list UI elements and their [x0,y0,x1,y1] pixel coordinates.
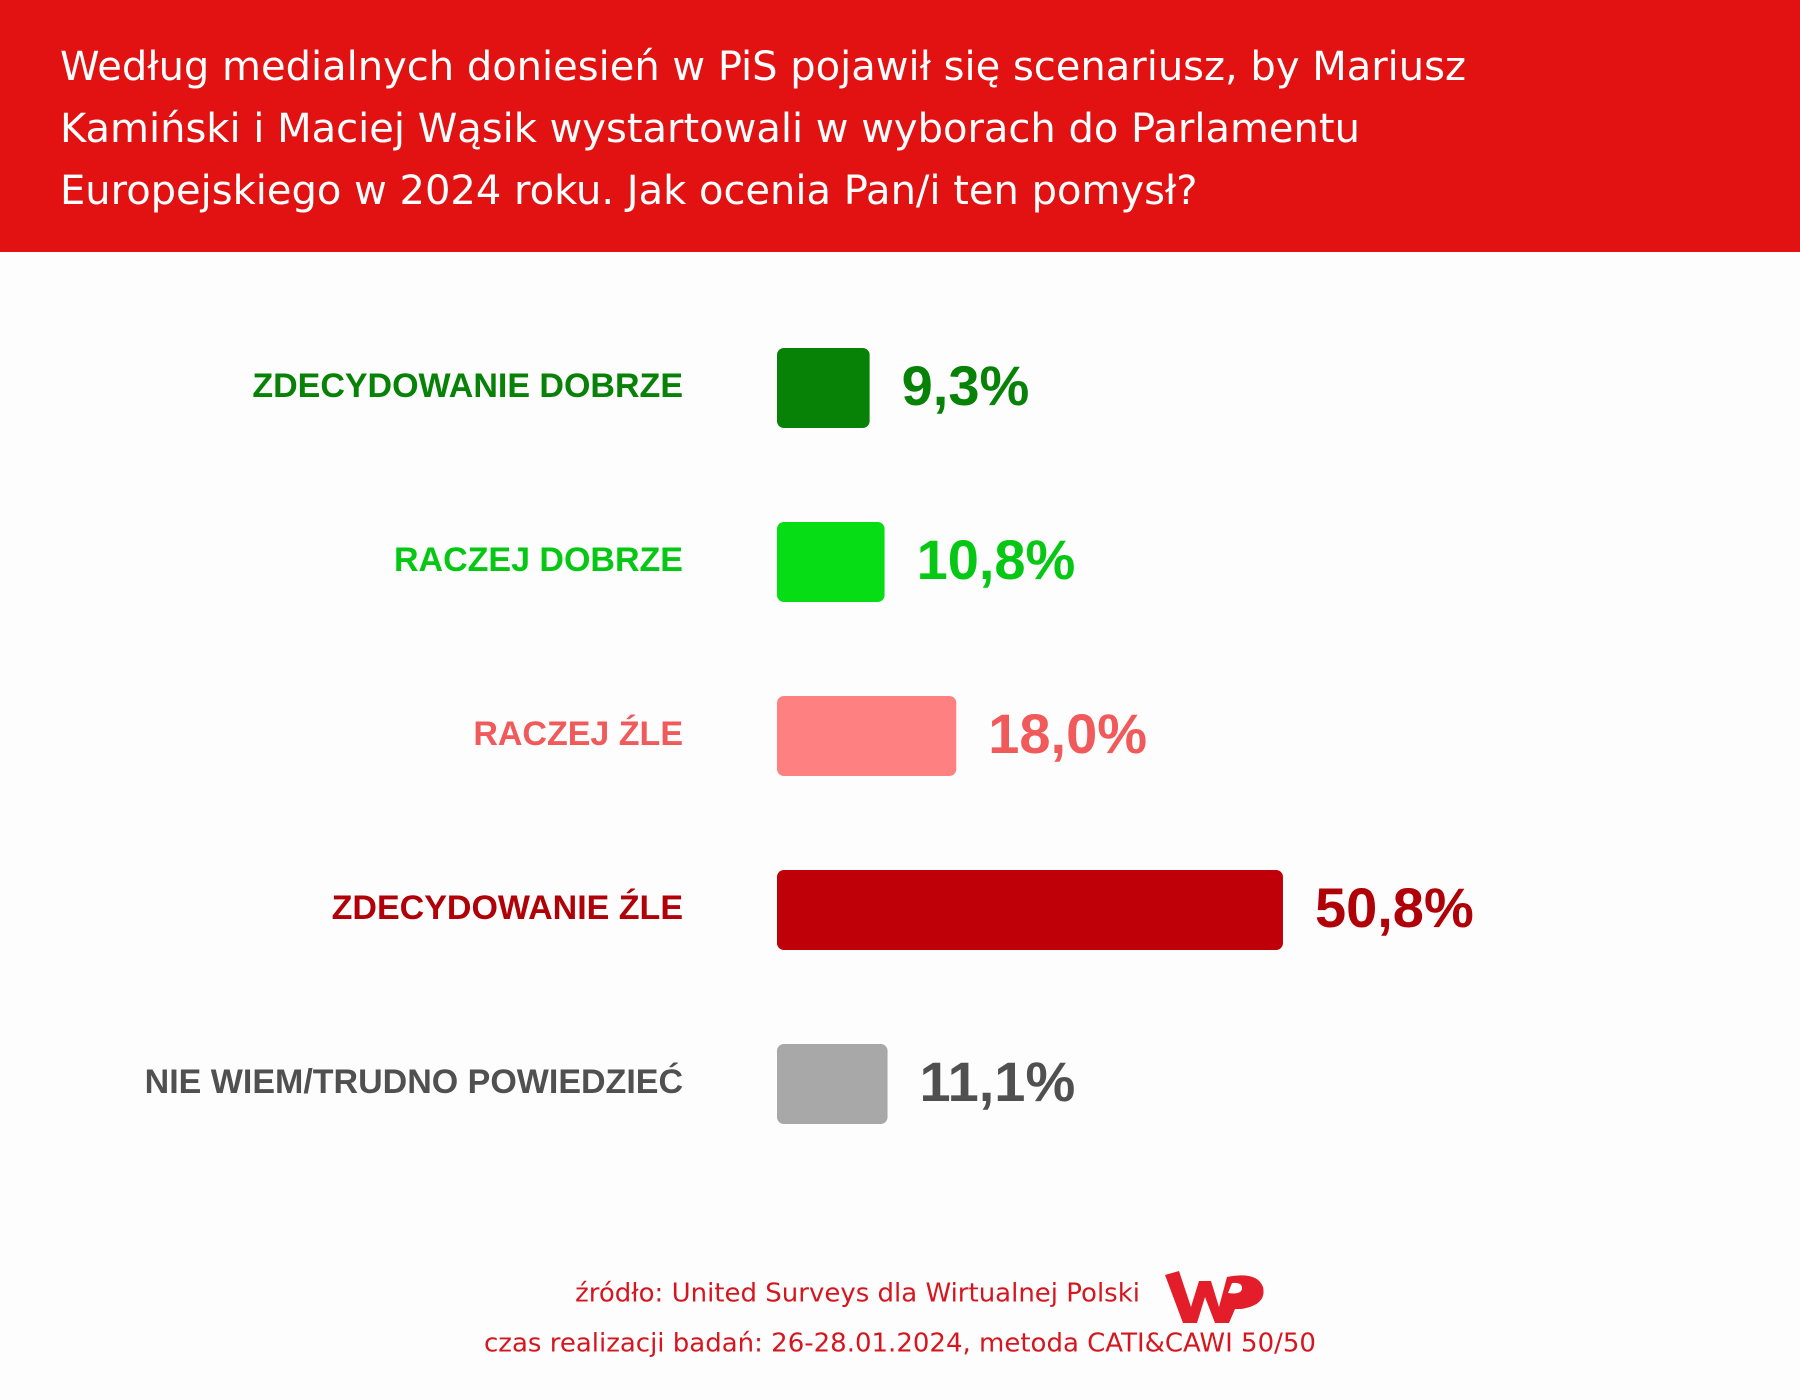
bar [777,1044,888,1124]
category-label: RACZEJ ŹLE [473,715,683,753]
category-label: ZDECYDOWANIE DOBRZE [252,367,683,405]
value-label: 9,3% [902,354,1030,417]
header-band [0,0,1800,252]
bar [777,348,870,428]
logo [1165,1271,1264,1323]
category-label: NIE WIEM/TRUDNO POWIEDZIEĆ [145,1063,683,1101]
chart-title: Europejskiego w 2024 roku. Jak ocenia Pa… [60,168,1198,214]
category-label: RACZEJ DOBRZE [394,541,683,579]
value-label: 10,8% [917,528,1076,591]
bar [777,522,885,602]
bar [777,870,1283,950]
note: czas realizacji badań: 26-28.01.2024, me… [484,1329,1316,1359]
category-label: ZDECYDOWANIE ŹLE [332,889,683,927]
logo-mark [1165,1271,1264,1323]
value-label: 50,8% [1315,876,1474,939]
chart-title: Kamiński i Maciej Wąsik wystartowali w w… [60,106,1360,152]
value-label: 11,1% [920,1050,1076,1113]
bar [777,696,957,776]
value-label: 18,0% [988,702,1147,765]
source: źródło: United Surveys dla Wirtualnej Po… [575,1279,1140,1309]
chart-title: Według medialnych doniesień w PiS pojawi… [60,44,1466,90]
